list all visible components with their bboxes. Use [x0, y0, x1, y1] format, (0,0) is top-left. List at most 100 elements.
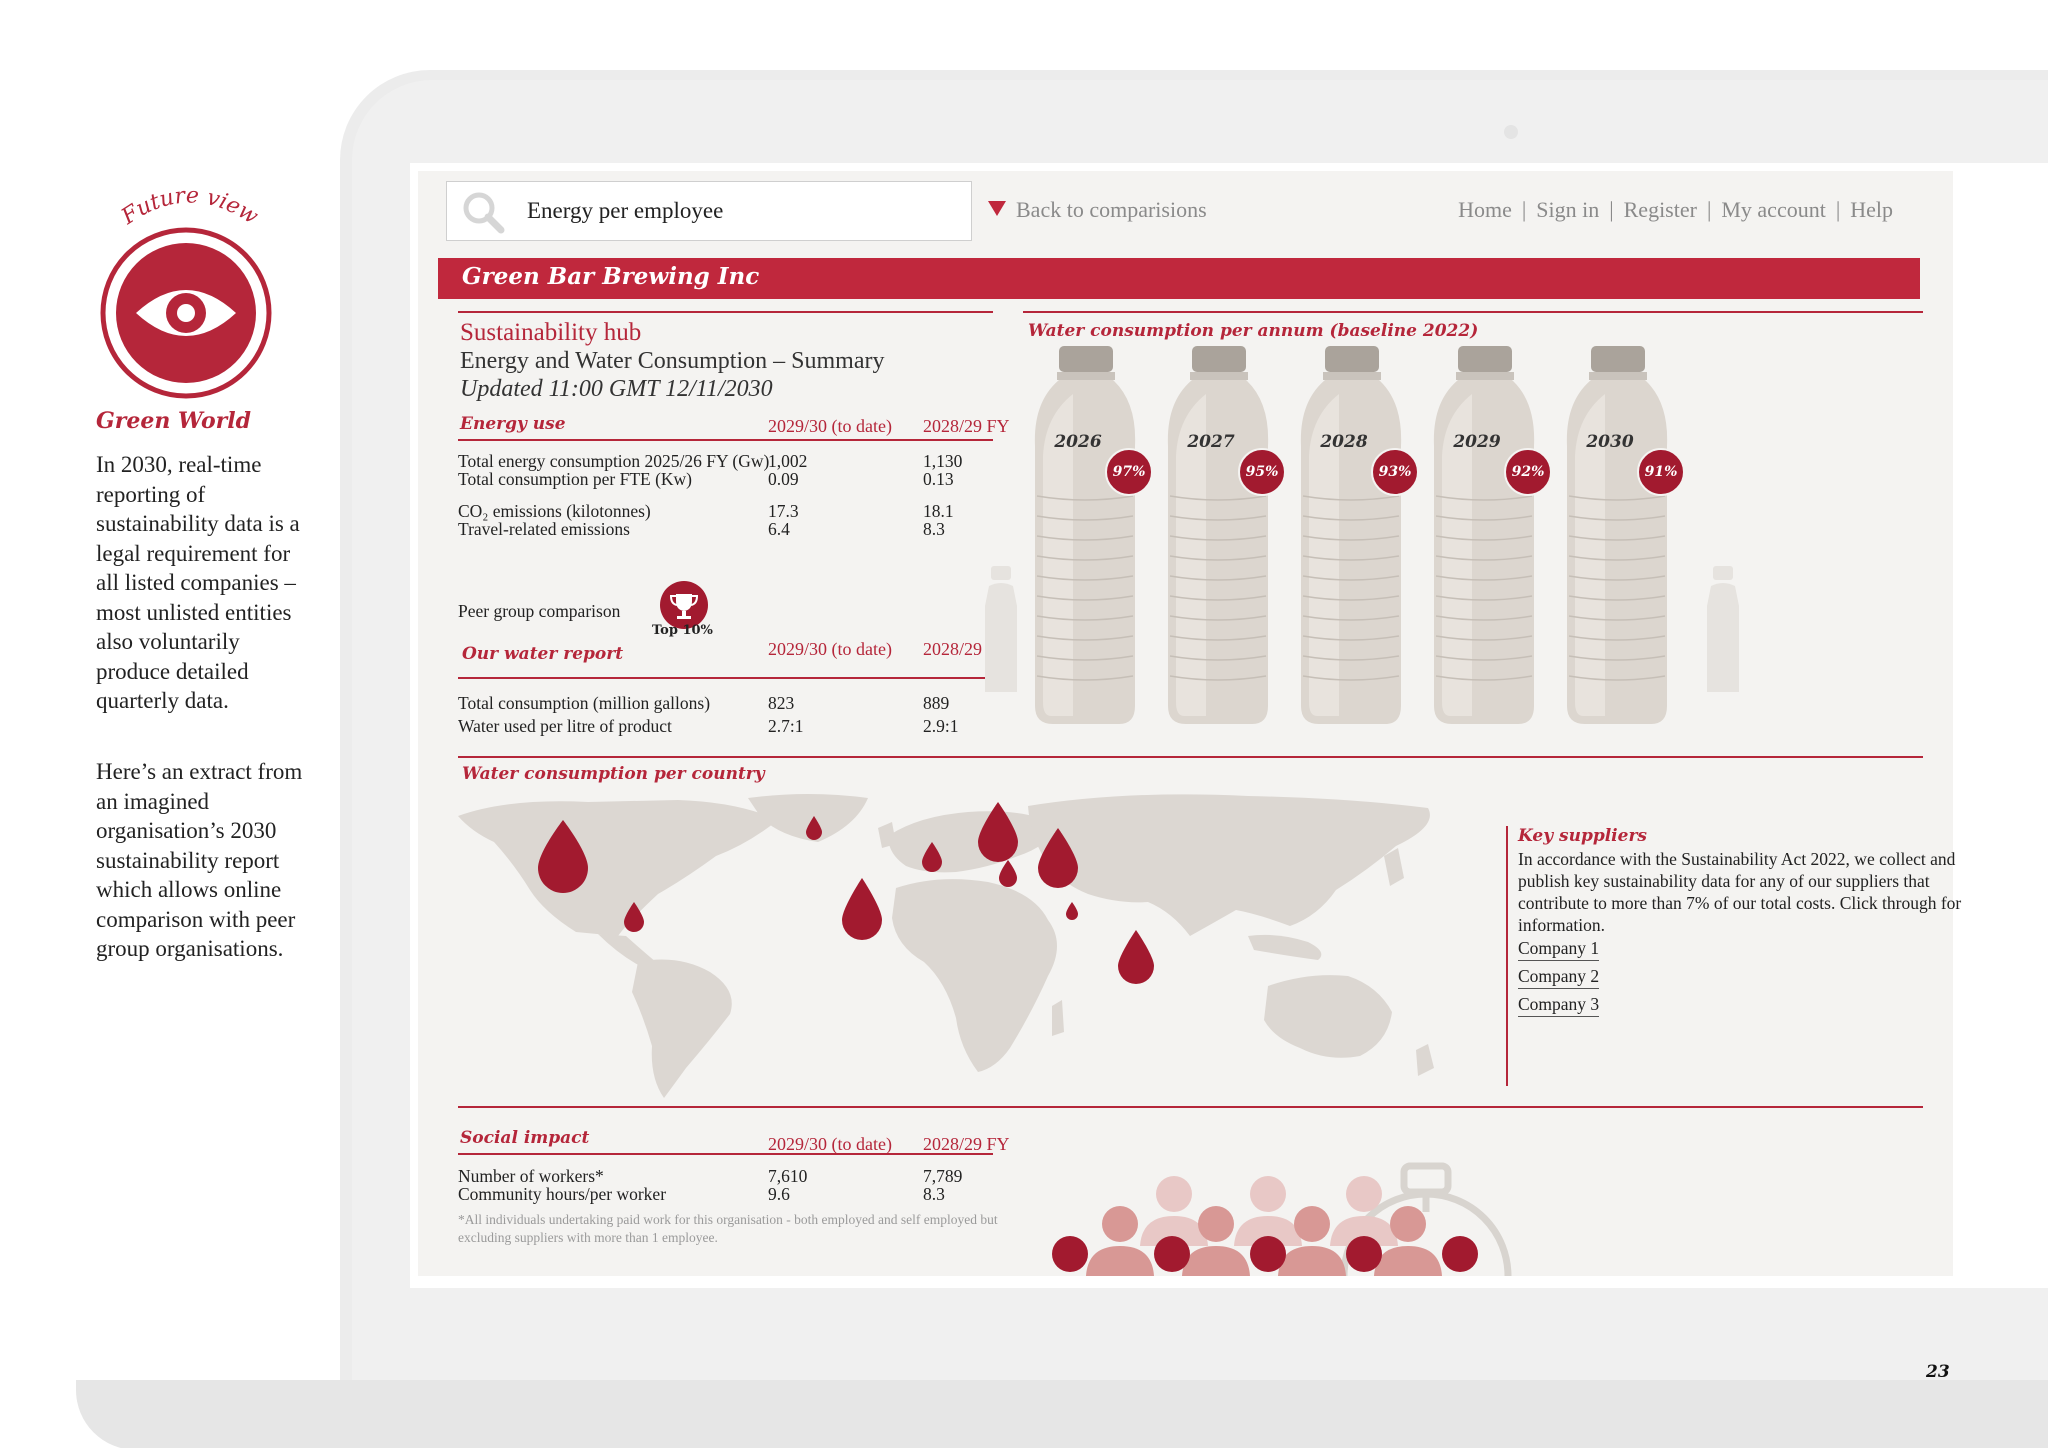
person-head — [1442, 1236, 1478, 1272]
top-nav: Home | Sign in | Register | My account | Hel… — [1448, 197, 1903, 223]
bottle-silhouette — [985, 566, 1017, 692]
nav-help[interactable]: Help — [1850, 197, 1893, 222]
back-to-comparisons-link[interactable]: Back to comparisions — [988, 197, 1207, 223]
person-head — [1156, 1176, 1192, 1212]
screen: Energy per employee Back to comparisions… — [410, 163, 2048, 1288]
energy-row-label: CO₂ emissions (kilotonnes) — [458, 501, 651, 521]
nav-register[interactable]: Register — [1623, 197, 1697, 222]
supplier-link-company-2[interactable]: Company 2 — [1518, 966, 1600, 989]
social-footnote: *All individuals undertaking paid work f… — [458, 1212, 998, 1245]
water-row-label: Water used per litre of product — [458, 716, 672, 736]
water-row-previous: 2.9:1 — [923, 716, 959, 736]
trophy-glyph — [669, 594, 699, 619]
social-row-previous: 7,789 — [923, 1166, 963, 1186]
peer-badge-label: Top 10% — [652, 623, 713, 638]
trophy-icon[interactable] — [660, 581, 708, 629]
social-row-current: 7,610 — [768, 1166, 808, 1186]
energy-row-current: 1,002 — [768, 451, 808, 471]
hub-subtitle: Energy and Water Consumption – Summary — [460, 348, 885, 374]
person-head — [1390, 1206, 1426, 1242]
sidebar-paragraph: In 2030, real-time reporting of sustaina… — [96, 452, 300, 713]
bottle-2028: 2028 93% — [1299, 346, 1419, 726]
nav-my-account[interactable]: My account — [1721, 197, 1826, 222]
bottle-percent-badge: 97% — [1105, 448, 1153, 496]
search-input[interactable]: Energy per employee — [446, 181, 972, 241]
social-col-current: 2029/30 (to date) — [768, 1134, 892, 1154]
energy-col-current: 2029/30 (to date) — [768, 416, 892, 436]
bottle-percent-badge: 95% — [1238, 448, 1286, 496]
supplier-link-company-3[interactable]: Company 3 — [1518, 994, 1600, 1017]
sidebar-title: Green World — [96, 408, 251, 434]
bottle-year: 2029 — [1453, 432, 1501, 452]
energy-row-previous: 18.1 — [923, 501, 954, 521]
future-view-label: Future view — [117, 183, 263, 230]
energy-row-previous: 8.3 — [923, 519, 945, 539]
drop-russia — [978, 802, 1018, 862]
nav-separator: | — [1706, 197, 1712, 222]
social-row-current: 9.6 — [768, 1184, 790, 1204]
people-icons — [1052, 1176, 1478, 1276]
bottle-year: 2030 — [1586, 432, 1634, 452]
person-head — [1154, 1236, 1190, 1272]
bottle-year: 2027 — [1187, 432, 1235, 452]
bottle-icon — [1167, 346, 1269, 724]
nav-home[interactable]: Home — [1458, 197, 1512, 222]
laptop-base — [76, 1380, 2048, 1448]
water-row-previous: 889 — [923, 693, 950, 713]
water-row-current: 823 — [768, 693, 795, 713]
bottle-silhouette — [1707, 566, 1739, 692]
map-land — [458, 794, 1434, 1098]
drop-middle-east — [922, 842, 942, 872]
bottle-icon — [1433, 346, 1535, 724]
person-body — [1330, 1216, 1398, 1246]
world-map — [458, 794, 1434, 1098]
bottle-2029: 2029 92% — [1432, 346, 1552, 726]
energy-row-label: Total energy consumption 2025/26 FY (Gw) — [458, 451, 770, 471]
energy-section-title: Energy use — [460, 414, 566, 434]
person-body — [1086, 1246, 1154, 1276]
triangle-down-icon — [988, 201, 1006, 216]
suppliers-title: Key suppliers — [1518, 826, 1647, 846]
search-icon[interactable] — [461, 190, 505, 234]
bottle-percent-badge: 93% — [1371, 448, 1419, 496]
bottle-2026: 2026 97% — [1033, 346, 1153, 726]
bottle-year: 2028 — [1320, 432, 1368, 452]
water-row-current: 2.7:1 — [768, 716, 804, 736]
supplier-link-company-1[interactable]: Company 1 — [1518, 938, 1600, 961]
bottle-2030: 2030 91% — [1565, 346, 1685, 726]
bottle-percent-badge: 92% — [1504, 448, 1552, 496]
energy-row-previous: 0.13 — [923, 469, 954, 489]
sustainability-app: Energy per employee Back to comparisions… — [418, 171, 1961, 1276]
drop-africa — [842, 878, 882, 940]
bottle-2027: 2027 95% — [1166, 346, 1286, 726]
person-head — [1250, 1176, 1286, 1212]
person-body — [1278, 1246, 1346, 1276]
divider — [458, 1106, 1923, 1108]
social-row-previous: 8.3 — [923, 1184, 945, 1204]
water-col-current: 2029/30 (to date) — [768, 639, 892, 659]
peer-group-label: Peer group comparison — [458, 601, 621, 621]
social-row-label: Number of workers* — [458, 1166, 604, 1186]
energy-row-current: 0.09 — [768, 469, 799, 489]
map-section-title: Water consumption per country — [462, 764, 765, 784]
person-head — [1102, 1206, 1138, 1242]
hub-title: Sustainability hub — [460, 319, 642, 346]
nav-sign-in[interactable]: Sign in — [1536, 197, 1600, 222]
search-value[interactable]: Energy per employee — [527, 198, 724, 223]
divider — [458, 439, 993, 441]
energy-col-previous: 2028/29 FY — [923, 416, 1010, 436]
divider — [458, 677, 993, 679]
drop-india — [999, 860, 1017, 887]
person-head — [1198, 1206, 1234, 1242]
nav-separator: | — [1835, 197, 1841, 222]
sidebar-paragraph: Here’s an extract from an imagined organ… — [96, 759, 303, 961]
camera-icon — [1504, 125, 1518, 139]
divider — [458, 756, 1923, 758]
water-drops — [538, 802, 1154, 984]
social-row-label: Community hours/per worker — [458, 1184, 667, 1204]
nav-separator: | — [1609, 197, 1614, 222]
drop-europe — [806, 816, 822, 840]
back-link-label[interactable]: Back to comparisions — [1016, 197, 1207, 222]
bottle-percent-badge: 91% — [1637, 448, 1685, 496]
energy-row-current: 6.4 — [768, 519, 790, 539]
